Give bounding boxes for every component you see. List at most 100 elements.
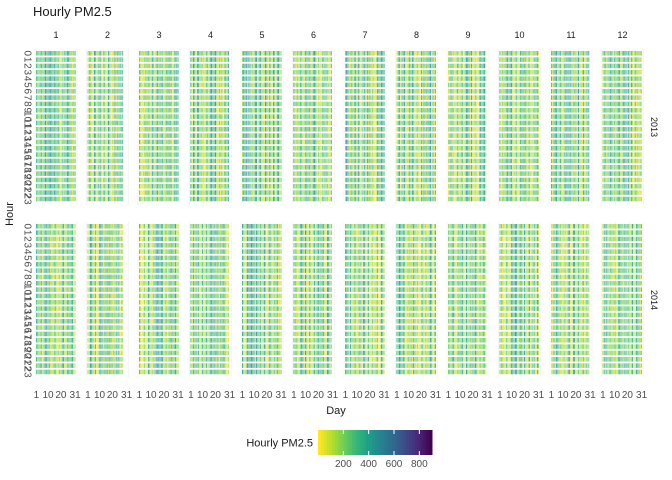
heatmap-cell bbox=[144, 114, 145, 119]
heatmap-cell bbox=[37, 177, 39, 183]
heatmap-cell bbox=[372, 63, 373, 69]
heatmap-cell bbox=[375, 57, 377, 62]
heatmap-cell bbox=[193, 89, 194, 94]
heatmap-cell bbox=[244, 89, 246, 94]
heatmap-cell bbox=[348, 101, 350, 107]
heatmap-cell bbox=[177, 95, 179, 100]
heatmap-cell bbox=[87, 165, 89, 170]
heatmap-cell bbox=[110, 51, 112, 56]
heatmap-cell bbox=[139, 158, 140, 164]
heatmap-cell bbox=[160, 114, 162, 119]
heatmap-cell bbox=[226, 196, 228, 202]
heatmap-cell bbox=[279, 152, 281, 157]
heatmap-cell bbox=[372, 95, 373, 100]
heatmap-cell bbox=[297, 146, 299, 151]
heatmap-cell bbox=[263, 184, 265, 189]
heatmap-cell bbox=[345, 114, 346, 119]
heatmap-cell bbox=[316, 158, 318, 164]
heatmap-cell bbox=[355, 158, 357, 164]
heatmap-cell bbox=[47, 127, 49, 132]
heatmap-cell bbox=[60, 76, 62, 81]
heatmap-cell bbox=[217, 139, 219, 145]
heatmap-cell bbox=[100, 70, 102, 75]
heatmap-cell bbox=[141, 127, 143, 132]
heatmap-cell bbox=[274, 146, 276, 151]
heatmap-cell bbox=[194, 63, 196, 69]
heatmap-cell bbox=[157, 51, 158, 56]
heatmap-cell bbox=[154, 177, 156, 183]
heatmap-cell bbox=[209, 184, 211, 189]
heatmap-cell bbox=[65, 82, 67, 88]
heatmap-cell bbox=[37, 158, 39, 164]
heatmap-cell bbox=[312, 190, 314, 195]
heatmap-cell bbox=[348, 196, 350, 202]
heatmap-cell bbox=[90, 51, 91, 56]
heatmap-cell bbox=[216, 127, 218, 132]
heatmap-cell bbox=[68, 158, 70, 164]
heatmap-cell bbox=[145, 108, 147, 113]
heatmap-cell bbox=[330, 63, 332, 69]
heatmap-cell bbox=[213, 196, 215, 202]
heatmap-cell bbox=[203, 70, 205, 75]
heatmap-cell bbox=[305, 63, 306, 69]
heatmap-cell bbox=[153, 146, 154, 151]
heatmap-cell bbox=[97, 177, 99, 183]
heatmap-cell bbox=[118, 120, 120, 126]
heatmap-cell bbox=[208, 158, 210, 164]
heatmap-cell bbox=[359, 190, 360, 195]
heatmap-cell bbox=[61, 165, 63, 170]
heatmap-cell bbox=[117, 184, 118, 189]
heatmap-cell bbox=[93, 190, 95, 195]
heatmap-cell bbox=[266, 63, 268, 69]
heatmap-cell bbox=[359, 70, 360, 75]
heatmap-cell bbox=[208, 127, 210, 132]
heatmap-cell bbox=[151, 51, 153, 56]
heatmap-cell bbox=[151, 95, 153, 100]
heatmap-cell bbox=[63, 63, 64, 69]
heatmap-cell bbox=[37, 70, 39, 75]
heatmap-cell bbox=[99, 82, 100, 88]
heatmap-cell bbox=[191, 82, 193, 88]
heatmap-cell bbox=[193, 76, 194, 81]
heatmap-cell bbox=[266, 127, 268, 132]
heatmap-cell bbox=[324, 101, 326, 107]
heatmap-cell bbox=[176, 133, 178, 138]
heatmap-cell bbox=[72, 184, 73, 189]
heatmap-cell bbox=[301, 190, 303, 195]
heatmap-cell bbox=[215, 184, 216, 189]
heatmap-cell bbox=[297, 171, 299, 176]
heatmap-cell bbox=[48, 152, 50, 157]
heatmap-cell bbox=[296, 133, 297, 138]
heatmap-cell bbox=[38, 171, 40, 176]
heatmap-cell bbox=[169, 51, 171, 56]
heatmap-cell bbox=[271, 171, 273, 176]
heatmap-cell bbox=[52, 177, 54, 183]
heatmap-cell bbox=[48, 63, 50, 69]
heatmap-cell bbox=[148, 82, 149, 88]
heatmap-cell bbox=[329, 177, 331, 183]
heatmap-cell bbox=[310, 196, 312, 202]
heatmap-cell bbox=[360, 158, 362, 164]
heatmap-cell bbox=[352, 108, 354, 113]
heatmap-cell bbox=[101, 190, 103, 195]
heatmap-cell bbox=[314, 120, 315, 126]
heatmap-cell bbox=[195, 165, 197, 170]
heatmap-cell bbox=[64, 76, 66, 81]
heatmap-cell bbox=[106, 177, 108, 183]
heatmap-cell bbox=[370, 108, 372, 113]
heatmap-cell bbox=[155, 177, 157, 183]
heatmap-cell bbox=[119, 89, 121, 94]
heatmap-cell bbox=[149, 184, 151, 189]
heatmap-cell bbox=[171, 139, 173, 145]
heatmap-cell bbox=[319, 57, 321, 62]
heatmap-cell bbox=[95, 171, 97, 176]
heatmap-cell bbox=[366, 70, 368, 75]
heatmap-cell bbox=[354, 101, 355, 107]
heatmap-cell bbox=[315, 171, 317, 176]
heatmap-cell bbox=[267, 158, 269, 164]
heatmap-cell bbox=[104, 196, 106, 202]
heatmap-cell bbox=[112, 70, 113, 75]
heatmap-cell bbox=[162, 95, 164, 100]
heatmap-cell bbox=[224, 196, 225, 202]
heatmap-cell bbox=[321, 120, 323, 126]
